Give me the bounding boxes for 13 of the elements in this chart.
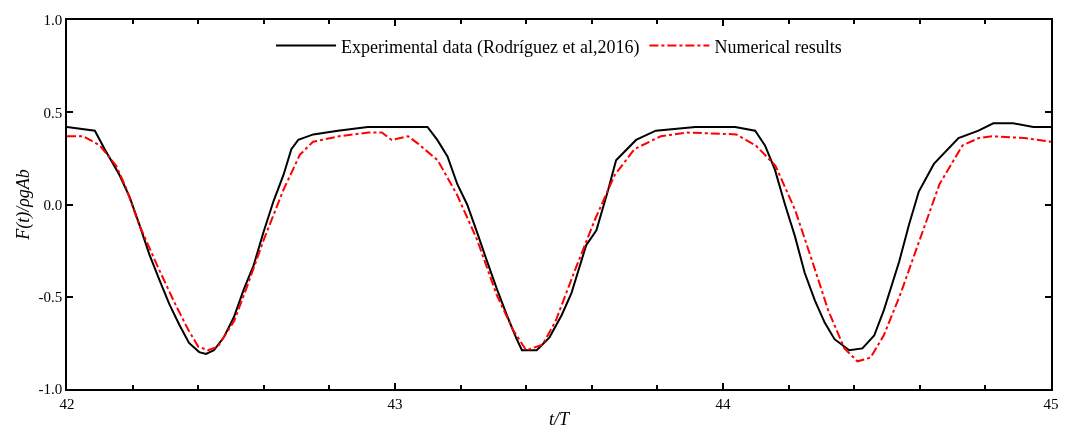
y-tick-label: 0.5 — [43, 104, 63, 121]
y-tick-label: 0.0 — [43, 196, 63, 213]
y-axis-title: F(t)/ρgAb — [13, 169, 35, 241]
y-tick-label: -0.5 — [38, 289, 63, 305]
x-tick-label: 42 — [59, 395, 75, 412]
legend-label: Experimental data (Rodríguez et al,2016) — [341, 36, 640, 58]
x-tick-label: 44 — [715, 395, 731, 412]
y-tick-label: 1.0 — [43, 12, 63, 29]
y-tick-label: -1.0 — [38, 381, 63, 398]
x-tick-label: 43 — [387, 395, 403, 412]
x-axis-title: t/T — [548, 409, 571, 430]
legend-label: Numerical results — [714, 36, 842, 57]
x-tick-label: 45 — [1043, 395, 1059, 412]
